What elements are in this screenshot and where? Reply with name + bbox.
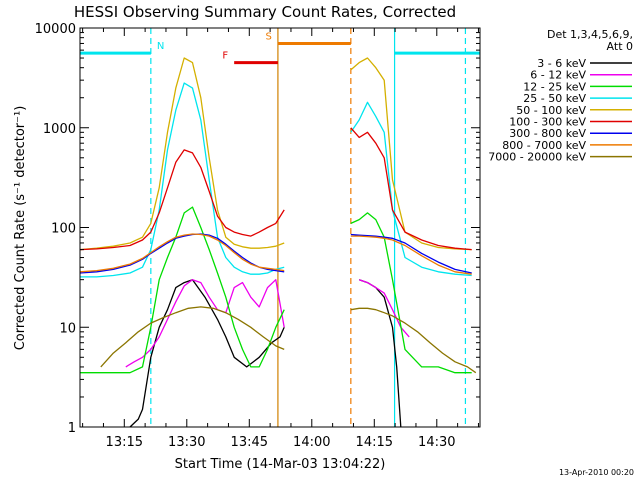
- series-line-4-segment-0: [79, 57, 285, 251]
- series-line-8-segment-0: [100, 306, 285, 368]
- legend-title-line-1: Det 1,3,4,5,6,9,: [547, 28, 633, 41]
- series-line-5-segment-1: [350, 127, 472, 251]
- series-line-6-segment-1: [350, 233, 472, 274]
- y-tick-label-2: 100: [51, 222, 76, 237]
- timestamp: 13-Apr-2010 00:20: [559, 468, 634, 477]
- x-tick-label-3: 14:00: [293, 435, 330, 450]
- y-tick-label-1: 10: [59, 321, 76, 336]
- x-tick-label-4: 14:15: [356, 435, 393, 450]
- y-axis-label: Corrected Count Rate (s⁻¹ detector⁻¹): [13, 106, 28, 351]
- y-tick-label-0: 1: [68, 421, 76, 436]
- series-line-7-segment-0: [79, 233, 285, 273]
- annotation-label-1: F: [222, 51, 228, 62]
- y-tick-label-3: 1000: [43, 122, 76, 137]
- series-line-4-segment-1: [350, 57, 472, 251]
- series-line-0-segment-0: [129, 279, 285, 428]
- series-line-5-segment-0: [79, 149, 285, 251]
- series-line-8-segment-1: [350, 307, 477, 374]
- x-axis-label: Start Time (14-Mar-03 13:04:22): [175, 457, 386, 472]
- annotation-label-0: N: [157, 41, 164, 52]
- legend-label-3: 25 - 50 keV: [523, 92, 586, 105]
- legend-title-line-2: Att 0: [607, 40, 633, 53]
- plot-area: N F S: [79, 28, 480, 428]
- legend-label-0: 3 - 6 keV: [537, 57, 586, 70]
- x-tick-label-5: 14:30: [418, 435, 455, 450]
- series-line-2-segment-1: [350, 212, 472, 374]
- annotation-label-2: S: [266, 31, 272, 42]
- chart-title: HESSI Observing Summary Count Rates, Cor…: [74, 3, 456, 21]
- x-tick-label-1: 13:30: [168, 435, 205, 450]
- x-tick-label-2: 13:45: [231, 435, 268, 450]
- series-line-7-segment-1: [350, 235, 472, 275]
- y-tick-label-4: 10000: [35, 22, 76, 37]
- x-tick-label-0: 13:15: [106, 435, 143, 450]
- series-line-3-segment-0: [80, 82, 285, 278]
- legend-label-5: 100 - 300 keV: [509, 116, 586, 129]
- series-line-2-segment-0: [80, 206, 285, 374]
- legend-label-4: 50 - 100 keV: [516, 104, 586, 117]
- legend-label-2: 12 - 25 keV: [523, 80, 586, 93]
- axes: 1 10 100 1000 10000 13:15 13:30 13:45 14:00 14:15…: [35, 22, 480, 450]
- legend-label-7: 800 - 7000 keV: [502, 139, 586, 152]
- series-line-1-segment-0: [125, 279, 285, 368]
- legend-label-8: 7000 - 20000 keV: [488, 151, 586, 164]
- legend-label-6: 300 - 800 keV: [509, 127, 586, 140]
- legend-label-1: 6 - 12 keV: [530, 69, 586, 82]
